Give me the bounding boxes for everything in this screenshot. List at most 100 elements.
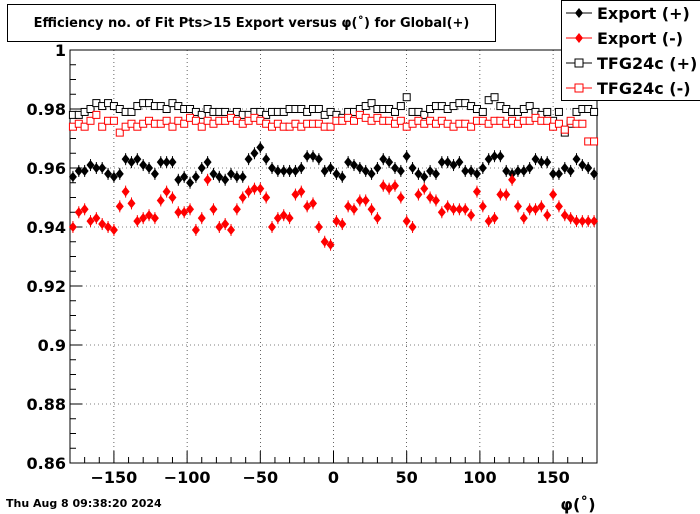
data-point — [309, 198, 318, 209]
series-4 — [68, 110, 599, 146]
data-point — [484, 216, 493, 227]
data-point — [197, 163, 206, 173]
data-point — [156, 195, 165, 206]
data-point — [74, 207, 83, 218]
data-point — [168, 157, 177, 168]
data-point — [449, 160, 458, 171]
data-point — [443, 157, 452, 168]
y-tick-label: 0.88 — [27, 395, 66, 414]
data-point — [373, 213, 382, 224]
data-point — [180, 119, 189, 128]
data-point — [390, 180, 399, 191]
data-point — [303, 201, 312, 212]
data-point — [115, 168, 124, 179]
data-point — [109, 171, 118, 182]
data-point — [572, 216, 581, 227]
data-point — [578, 160, 587, 171]
data-point — [92, 110, 101, 119]
data-point — [519, 213, 528, 224]
data-point — [232, 204, 241, 215]
data-point — [566, 165, 575, 176]
data-point — [390, 107, 399, 116]
data-point — [572, 154, 581, 165]
data-point — [461, 165, 470, 176]
timestamp: Thu Aug 8 09:38:20 2024 — [6, 497, 162, 510]
data-point — [525, 204, 534, 215]
data-point — [215, 171, 224, 182]
data-points — [68, 93, 599, 251]
chart-title: Efficiency no. of Fit Pts>15 Export vers… — [7, 4, 496, 42]
data-point — [467, 122, 476, 131]
data-point — [320, 236, 329, 247]
y-tick-label: 0.96 — [27, 159, 66, 178]
data-point — [92, 213, 101, 224]
data-point — [560, 125, 569, 134]
data-point — [355, 163, 364, 173]
y-tick-label: 0.92 — [27, 277, 66, 296]
data-point — [145, 210, 154, 221]
data-point — [396, 192, 405, 203]
data-point — [590, 137, 599, 146]
data-point — [332, 216, 341, 227]
data-point — [127, 198, 136, 209]
data-point — [232, 171, 241, 182]
data-point — [379, 180, 388, 191]
data-point — [238, 192, 247, 203]
x-tick-label: 0 — [328, 468, 339, 487]
data-point — [162, 157, 171, 168]
data-point — [338, 171, 347, 182]
data-point — [584, 216, 593, 227]
data-point — [455, 204, 464, 215]
data-point — [156, 157, 165, 168]
data-point — [525, 163, 534, 173]
data-point — [221, 219, 230, 230]
data-point — [297, 186, 306, 197]
data-point — [145, 163, 154, 173]
series-1 — [68, 141, 599, 189]
data-point — [455, 157, 464, 168]
data-point — [133, 216, 142, 227]
data-point — [513, 201, 522, 212]
x-tick-label: 100 — [463, 468, 496, 487]
tick-labels: −150 −100 −50 0 50 100 150 0.86 0.88 0.9 0.92 0.94 0… — [27, 41, 570, 487]
data-point — [98, 122, 107, 131]
data-point — [98, 219, 107, 230]
data-point — [121, 154, 130, 165]
data-point — [244, 186, 253, 197]
data-point — [344, 201, 353, 212]
data-point — [502, 189, 511, 200]
data-point — [285, 165, 294, 176]
data-point — [180, 207, 189, 218]
data-point — [467, 210, 476, 221]
x-axis-label: φ(˚) — [560, 495, 595, 514]
data-point — [443, 201, 452, 212]
data-point — [291, 165, 300, 176]
data-point — [109, 224, 118, 235]
data-point — [150, 168, 159, 179]
data-point — [139, 160, 148, 171]
data-point — [431, 195, 440, 206]
data-point — [127, 107, 136, 116]
data-point — [273, 213, 282, 224]
data-point — [402, 151, 411, 162]
data-point — [461, 204, 470, 215]
data-point — [314, 154, 323, 165]
data-point — [554, 119, 563, 128]
data-point — [478, 201, 487, 212]
data-point — [209, 168, 218, 179]
data-point — [279, 210, 288, 221]
data-point — [227, 168, 236, 179]
data-point — [215, 222, 224, 232]
y-tick-label: 0.86 — [27, 454, 66, 473]
data-point — [449, 204, 458, 215]
data-point — [496, 151, 505, 162]
data-point — [86, 216, 95, 227]
x-tick-label: −100 — [164, 468, 211, 487]
data-point — [414, 189, 423, 200]
data-point — [244, 154, 253, 165]
data-point — [168, 192, 177, 203]
data-point — [174, 174, 183, 185]
data-point — [349, 116, 358, 125]
data-point — [250, 183, 259, 194]
